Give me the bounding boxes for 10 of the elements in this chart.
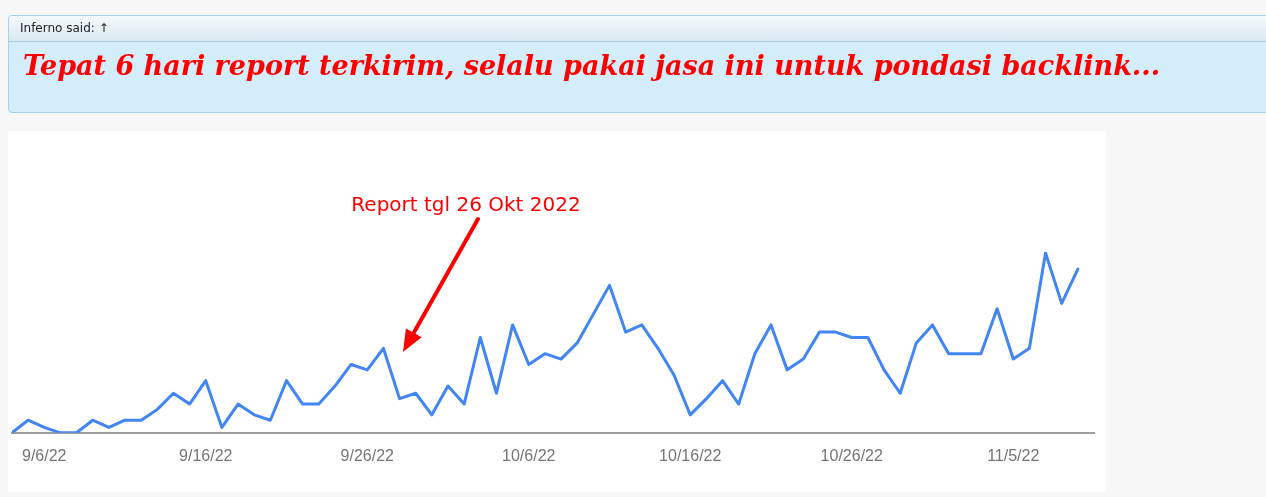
x-tick-label: 11/5/22 [987,446,1040,464]
chart-subtitle: Inferno said: ↑ [9,16,1266,42]
x-tick-label: 10/26/22 [820,446,883,464]
x-tick-label: 10/16/22 [659,446,722,464]
x-tick-label: 9/6/22 [22,446,67,464]
x-tick-label: 10/6/22 [502,446,556,464]
x-tick-label: 9/16/22 [179,446,233,464]
x-tick-label: 9/26/22 [340,446,395,464]
chart-title: Tepat 6 hari report terkirim, selalu pakai jasa ini untuk pondasi backlink... [22,49,1162,81]
text: Report tgl 26 Okt 2022 [351,192,581,217]
